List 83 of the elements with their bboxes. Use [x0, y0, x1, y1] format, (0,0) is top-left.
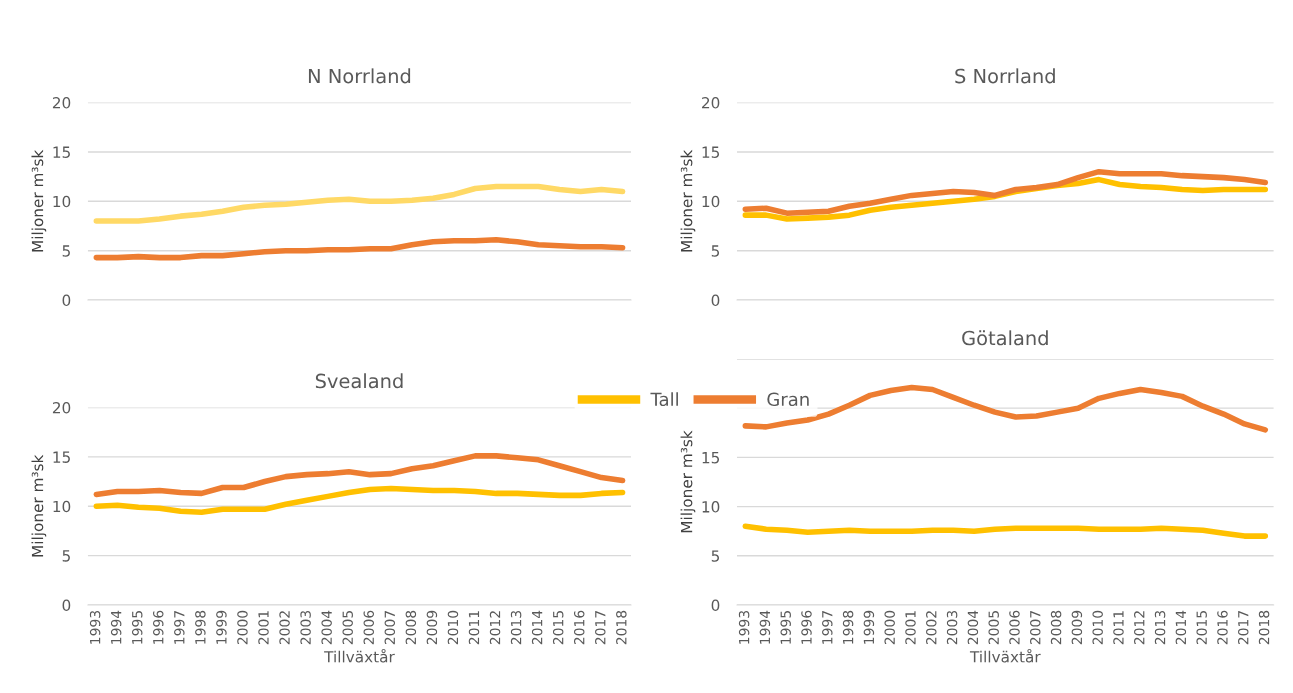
y-tick-label: 15	[702, 452, 720, 464]
x-tick-label: 2016	[1217, 610, 1228, 645]
x-tick-label: 2001	[258, 611, 269, 645]
x-tick-label: 2018	[616, 610, 627, 645]
y-tick-label: 20	[702, 97, 720, 109]
x-tick-label: 1993	[738, 610, 750, 644]
x-tick-label: 2012	[1134, 611, 1145, 645]
x-tick-label: 2002	[279, 611, 290, 645]
y-tick-label: 5	[62, 245, 70, 257]
x-tick-label: 1994	[759, 610, 771, 644]
x-tick-label: 1995	[131, 611, 143, 644]
y-axis-title: Miljoner m³sk	[680, 149, 696, 252]
x-tick-label: 2003	[300, 610, 311, 645]
x-tick-label: 2005	[988, 611, 999, 645]
chart-title: N Norrland	[308, 68, 411, 84]
x-tick-label: 2016	[573, 610, 585, 645]
legend-label: Tall	[650, 392, 678, 407]
x-tick-label: 2009	[1071, 610, 1083, 645]
x-tick-label: 2018	[1258, 610, 1270, 645]
x-tick-label: 2014	[531, 610, 543, 645]
x-tick-label: 2013	[1154, 610, 1166, 645]
x-tick-label: 1999	[863, 610, 875, 644]
y-tick-label: 10	[53, 500, 71, 513]
y-tick-label: 0	[711, 599, 720, 612]
x-tick-label: 2000	[237, 610, 248, 645]
x-tick-label: 1995	[780, 611, 791, 644]
x-tick-label: 1997	[822, 611, 833, 644]
y-axis-title: Miljoner m³sk	[680, 430, 696, 533]
x-tick-label: 2008	[1050, 610, 1062, 645]
x-tick-label: 2015	[1196, 611, 1207, 645]
x-tick-label: 1994	[110, 610, 122, 644]
y-tick-label: 0	[62, 294, 71, 307]
x-tick-label: 2007	[384, 611, 396, 645]
y-axis-title: Miljoner m³sk	[31, 149, 47, 252]
x-tick-label: 2004	[967, 610, 979, 645]
x-tick-label: 2011	[1113, 611, 1124, 645]
x-tick-label: 1996	[153, 610, 164, 644]
y-tick-label: 15	[53, 146, 70, 158]
x-axis-title: Tillväxtår	[324, 648, 395, 663]
x-tick-label: 2005	[342, 611, 353, 645]
x-tick-label: 2011	[468, 611, 480, 645]
x-tick-label: 2015	[552, 611, 564, 645]
x-tick-label: 2014	[1175, 610, 1187, 645]
x-tick-label: 2000	[884, 610, 895, 645]
y-tick-label: 10	[702, 501, 720, 513]
y-tick-label: 20	[52, 401, 71, 414]
x-tick-label: 2009	[426, 610, 438, 645]
x-tick-label: 2017	[1238, 611, 1249, 645]
x-tick-label: 1999	[216, 610, 227, 644]
x-tick-label: 2012	[489, 611, 501, 645]
chart-title: Svealand	[315, 373, 403, 389]
y-tick-label: 0	[62, 599, 71, 612]
y-tick-label: 5	[62, 550, 70, 562]
chart-title: Götaland	[962, 330, 1048, 346]
x-tick-label: 2006	[363, 610, 375, 645]
y-tick-label: 10	[53, 195, 71, 208]
x-tick-label: 1998	[195, 610, 206, 644]
x-tick-label: 2008	[405, 610, 417, 645]
x-tick-label: 1998	[842, 610, 854, 644]
x-axis-title: Tillväxtår	[969, 648, 1041, 663]
x-tick-label: 2003	[946, 610, 958, 645]
x-tick-label: 1996	[801, 610, 812, 644]
x-tick-label: 2007	[1030, 611, 1041, 645]
y-axis-title: Miljoner m³sk	[31, 454, 47, 557]
x-tick-label: 2001	[905, 611, 916, 645]
x-tick-label: 1997	[174, 611, 185, 644]
legend-label: Gran	[767, 392, 809, 407]
x-tick-label: 2006	[1009, 610, 1020, 645]
y-tick-label: 15	[53, 451, 70, 463]
x-tick-label: 2004	[321, 610, 332, 645]
y-tick-label: 5	[711, 550, 720, 562]
y-tick-label: 10	[702, 195, 720, 208]
x-tick-label: 2010	[1092, 610, 1103, 645]
y-tick-label: 0	[711, 294, 720, 307]
x-tick-label: 2010	[447, 610, 459, 645]
x-tick-label: 2013	[510, 610, 522, 645]
x-tick-label: 1993	[89, 610, 101, 644]
x-tick-label: 2017	[595, 611, 606, 645]
y-tick-label: 15	[702, 146, 720, 158]
chart-title: S Norrland	[955, 68, 1055, 84]
x-tick-label: 2002	[926, 611, 937, 645]
y-tick-label: 5	[711, 245, 720, 257]
y-tick-label: 20	[52, 97, 71, 109]
